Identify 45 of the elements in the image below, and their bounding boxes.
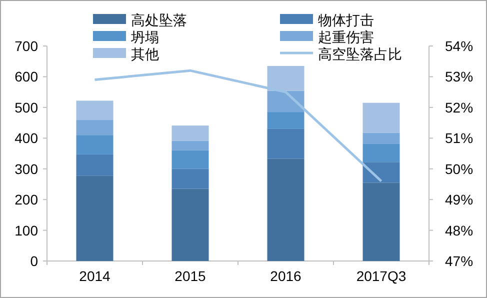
legend-label: 高处坠落 <box>131 12 187 28</box>
y2-tick-label: 54% <box>445 38 474 54</box>
bar <box>172 188 209 261</box>
legend-label: 起重伤害 <box>318 29 374 45</box>
bar <box>267 128 304 159</box>
legend-label: 高空坠落占比 <box>318 46 402 62</box>
y2-tick-label: 47% <box>445 253 474 269</box>
bar <box>362 144 400 162</box>
y2-tick-label: 50% <box>445 160 474 177</box>
x-tick-label: 2017Q3 <box>356 268 406 284</box>
y-tick-label: 300 <box>14 160 38 177</box>
x-tick-label: 2015 <box>174 268 206 284</box>
bar <box>362 182 400 261</box>
bar <box>172 126 209 141</box>
bar <box>76 176 114 261</box>
bar <box>172 150 209 169</box>
y-tick-label: 600 <box>14 68 38 85</box>
bar <box>172 168 209 189</box>
bar <box>76 135 114 154</box>
bar <box>267 112 304 129</box>
y2-tick-label: 48% <box>445 222 474 238</box>
y2-tick-label: 52% <box>445 99 474 116</box>
legend-label: 坍塌 <box>130 29 159 45</box>
bar <box>76 154 114 176</box>
legend-label: 其他 <box>131 46 159 62</box>
bar <box>267 66 304 91</box>
y-tick-label: 500 <box>14 99 38 116</box>
bar <box>76 120 114 136</box>
y-tick-label: 0 <box>30 253 38 269</box>
y-tick-label: 400 <box>14 130 38 146</box>
y2-tick-label: 49% <box>445 192 474 208</box>
bar <box>362 102 400 133</box>
bar <box>362 162 400 183</box>
bar <box>362 132 400 144</box>
y2-tick-label: 53% <box>445 68 474 85</box>
bar <box>172 140 209 150</box>
x-tick-label: 2016 <box>270 268 302 284</box>
bar <box>76 100 114 120</box>
y-tick-label: 700 <box>14 38 38 54</box>
x-tick-label: 2014 <box>79 268 111 284</box>
y2-tick-label: 51% <box>445 130 474 146</box>
bar <box>267 158 304 261</box>
y-tick-label: 100 <box>14 222 38 238</box>
legend-label: 物体打击 <box>318 12 374 28</box>
y-tick-label: 200 <box>14 192 38 208</box>
